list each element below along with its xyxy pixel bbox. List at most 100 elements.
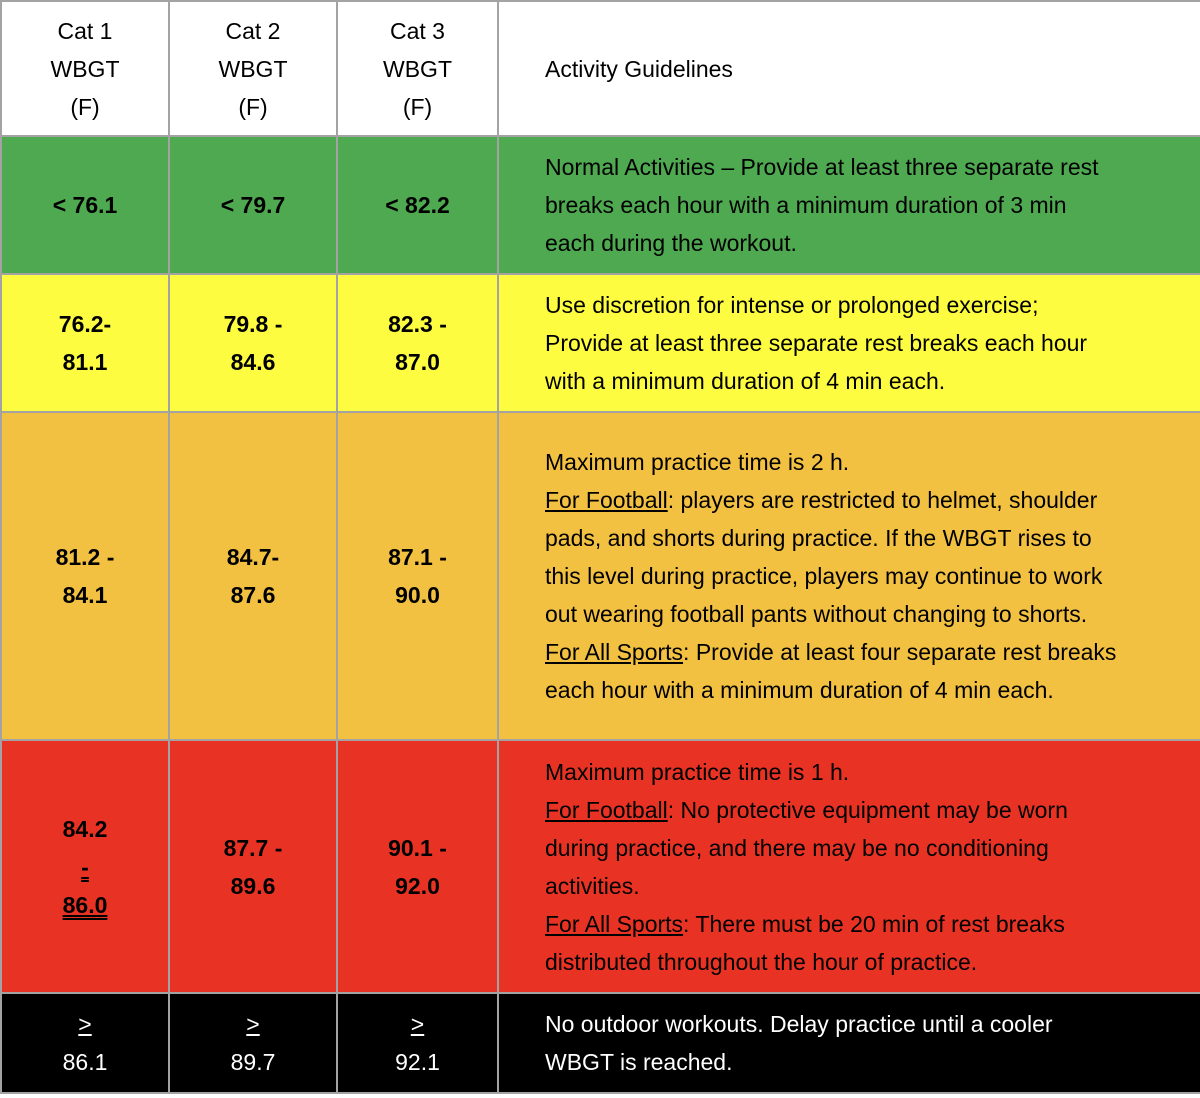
red-cat2-value: 87.7 - 89.6 [168,739,338,994]
orange-guideline-line-7: each hour with a minimum duration of 4 m… [545,677,1054,703]
yellow-cat1-line-1: 76.2- [58,311,112,337]
header-cat3: Cat 3 WBGT (F) [336,0,499,137]
header-cat2-unit: (F) [238,93,268,120]
header-cat2: Cat 2 WBGT (F) [168,0,338,137]
red-cat1-line-1: 84.2 - [2,810,168,886]
header-cat1-measure: WBGT [50,55,120,82]
orange-guideline-line-5: out wearing football pants without chang… [545,601,1088,627]
green-cat1-value: < 76.1 [0,135,170,275]
yellow-cat3-value: 82.3 - 87.0 [336,273,499,413]
red-all-sports-text: : There must be 20 min of rest breaks [683,910,1065,937]
orange-cat2-value: 84.7- 87.6 [168,411,338,741]
for-all-sports-label: For All Sports [545,639,684,665]
black-cat3-symbol: > [410,1011,425,1037]
black-cat1-value: > 86.1 [0,992,170,1094]
green-cat2-text: < 79.7 [220,192,286,218]
black-guideline-line-2: WBGT is reached. [545,1049,733,1075]
orange-guideline-all-sports: For All Sports: Provide at least four se… [545,633,1190,671]
yellow-cat1-value: 76.2- 81.1 [0,273,170,413]
table-row-yellow: 76.2- 81.1 79.8 - 84.6 82.3 - 87.0 Use d… [0,273,1200,413]
red-cat3-line-2: 92.0 [395,872,440,899]
red-cat1-line-2: 86.0 [62,891,108,918]
red-guideline-all-sports: For All Sports: There must be 20 min of … [545,905,1190,943]
black-cat1-number: 86.1 [62,1049,108,1075]
yellow-guideline-line-1: Use discretion for intense or prolonged … [545,292,1039,318]
yellow-cat2-line-1: 79.8 - [223,311,283,337]
table-row-green: < 76.1 < 79.7 < 82.2 Normal Activities –… [0,135,1200,275]
yellow-guideline-line-3: with a minimum duration of 4 min each. [545,368,946,394]
red-guideline-max-time: Maximum practice time is 1 h. [545,758,850,785]
black-cat1-symbol: > [78,1011,92,1037]
red-cat1-dash: - [81,853,89,880]
header-cat3-name: Cat 3 [390,17,445,44]
orange-cat1-value: 81.2 - 84.1 [0,411,170,741]
red-guideline-line-6: distributed throughout the hour of pract… [545,948,978,975]
orange-football-text: : players are restricted to helmet, shou… [667,487,1098,513]
red-cat3-line-1: 90.1 - [388,834,447,861]
header-cat3-unit: (F) [402,93,433,120]
orange-cat2-line-2: 87.6 [230,582,276,608]
red-cat1-start: 84.2 [62,815,108,842]
for-football-label: For Football [545,487,668,513]
black-guideline: No outdoor workouts. Delay practice unti… [497,992,1200,1094]
yellow-guideline: Use discretion for intense or prolonged … [497,273,1200,413]
green-cat3-text: < 82.2 [385,192,450,218]
orange-guideline: Maximum practice time is 2 h. For Footba… [497,411,1200,741]
yellow-cat3-line-2: 87.0 [395,349,440,375]
black-cat1-text: > 86.1 [2,1005,168,1081]
black-cat3-number: 92.1 [395,1049,440,1075]
black-guideline-line-1: No outdoor workouts. Delay practice unti… [545,1011,1053,1037]
black-cat2-number: 89.7 [230,1049,276,1075]
orange-cat3-value: 87.1 - 90.0 [336,411,499,741]
black-cat2-text: > 89.7 [170,1005,336,1081]
for-all-sports-label: For All Sports [545,910,684,937]
header-cat1: Cat 1 WBGT (F) [0,0,170,137]
orange-guideline-football: For Football: players are restricted to … [545,481,1190,519]
green-guideline-line-1: Normal Activities – Provide at least thr… [545,154,1099,180]
yellow-guideline-line-2: Provide at least three separate rest bre… [545,330,1088,356]
orange-cat3-line-1: 87.1 - [388,544,447,570]
orange-all-sports-text: : Provide at least four separate rest br… [683,639,1117,665]
header-cat3-measure: WBGT [383,55,452,82]
red-cat1-value: 84.2 - 86.0 [0,739,170,994]
red-football-text: : No protective equipment may be worn [667,796,1068,823]
yellow-cat3-line-1: 82.3 - [388,311,447,337]
green-guideline: Normal Activities – Provide at least thr… [497,135,1200,275]
header-cat1-name: Cat 1 [57,17,113,44]
header-guidelines: Activity Guidelines [497,0,1200,137]
for-football-label: For Football [545,796,668,823]
red-guideline-line-3: during practice, and there may be no con… [545,834,1049,861]
orange-cat1-line-2: 84.1 [62,582,108,608]
orange-guideline-line-3: pads, and shorts during practice. If the… [545,525,1092,551]
yellow-cat2-value: 79.8 - 84.6 [168,273,338,413]
red-cat3-value: 90.1 - 92.0 [336,739,499,994]
green-cat3-value: < 82.2 [336,135,499,275]
table-row-black: > 86.1 > 89.7 > 92.1 No outdoor workouts… [0,992,1200,1094]
red-cat2-line-2: 89.6 [230,872,276,899]
black-cat3-text: > 92.1 [338,1005,497,1081]
green-cat2-value: < 79.7 [168,135,338,275]
table-row-orange: 81.2 - 84.1 84.7- 87.6 87.1 - 90.0 Maxim… [0,411,1200,741]
black-cat3-value: > 92.1 [336,992,499,1094]
red-guideline: Maximum practice time is 1 h. For Footba… [497,739,1200,994]
black-cat2-value: > 89.7 [168,992,338,1094]
header-cat2-name: Cat 2 [225,17,281,44]
yellow-cat2-line-2: 84.6 [230,349,276,375]
orange-cat2-line-1: 84.7- [226,544,280,570]
orange-cat3-line-2: 90.0 [395,582,440,608]
green-guideline-line-3: each during the workout. [545,230,797,256]
black-cat2-symbol: > [246,1011,260,1037]
red-guideline-football: For Football: No protective equipment ma… [545,791,1190,829]
green-cat1-text: < 76.1 [52,192,118,218]
orange-guideline-max-time: Maximum practice time is 2 h. [545,449,850,475]
table-row-red: 84.2 - 86.0 87.7 - 89.6 90.1 - 92.0 Maxi… [0,739,1200,994]
header-row: Cat 1 WBGT (F) Cat 2 WBGT (F) Cat 3 WBGT… [0,0,1200,137]
green-guideline-line-2: breaks each hour with a minimum duration… [545,192,1067,218]
header-cat1-unit: (F) [70,93,100,120]
yellow-cat1-line-2: 81.1 [62,349,108,375]
header-cat2-measure: WBGT [218,55,288,82]
orange-cat1-line-1: 81.2 - [55,544,115,570]
red-cat2-line-1: 87.7 - [223,834,283,861]
orange-guideline-line-4: this level during practice, players may … [545,563,1103,589]
